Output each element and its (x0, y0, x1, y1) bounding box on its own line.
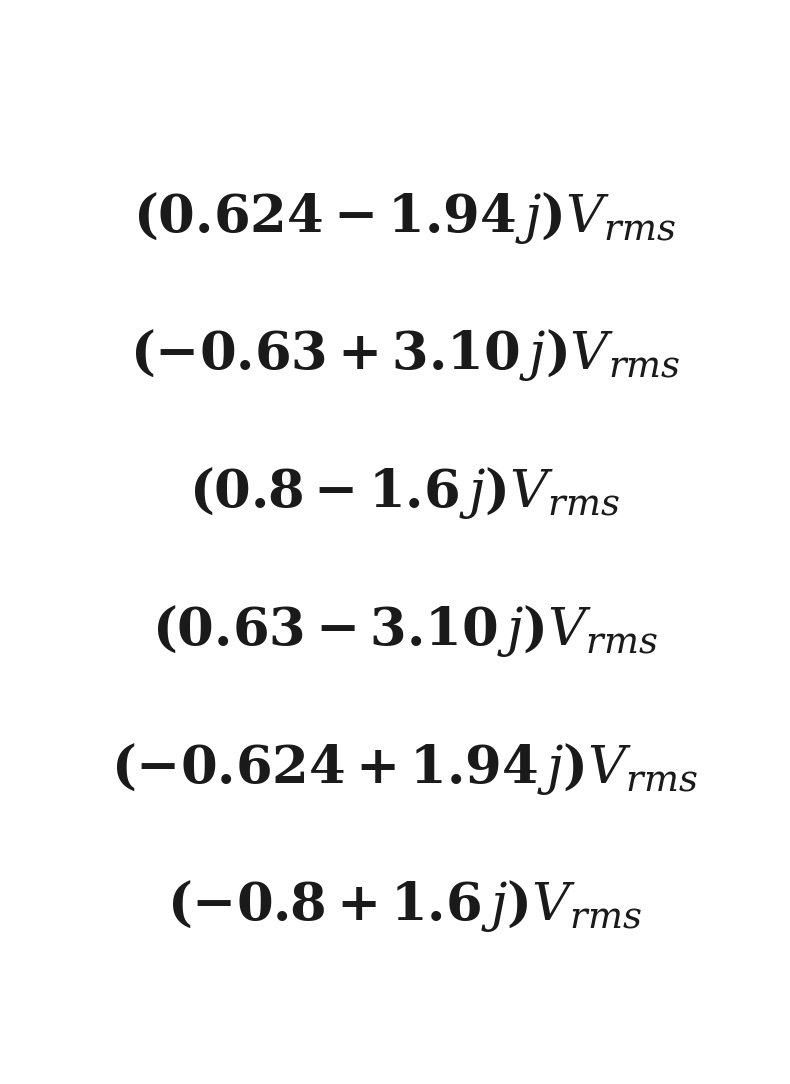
Text: $\mathbf{(-0.63 + 3.10\,}j\mathbf{)}V_{rms}$: $\mathbf{(-0.63 + 3.10\,}j\mathbf{)}V_{r… (130, 327, 680, 384)
Text: $\mathbf{(-0.8 + 1.6\,}j\mathbf{)}V_{rms}$: $\mathbf{(-0.8 + 1.6\,}j\mathbf{)}V_{rms… (167, 878, 642, 934)
Text: $\mathbf{(-0.624 + 1.94\,}j\mathbf{)}V_{rms}$: $\mathbf{(-0.624 + 1.94\,}j\mathbf{)}V_{… (111, 740, 698, 797)
Text: $\mathbf{(0.624 - 1.94\,}j\mathbf{)}V_{rms}$: $\mathbf{(0.624 - 1.94\,}j\mathbf{)}V_{r… (134, 190, 676, 246)
Text: $\mathbf{(0.63 - 3.10\,}j\mathbf{)}V_{rms}$: $\mathbf{(0.63 - 3.10\,}j\mathbf{)}V_{rm… (152, 603, 658, 659)
Text: $\mathbf{(0.8 - 1.6\,}j\mathbf{)}V_{rms}$: $\mathbf{(0.8 - 1.6\,}j\mathbf{)}V_{rms}… (190, 465, 620, 521)
